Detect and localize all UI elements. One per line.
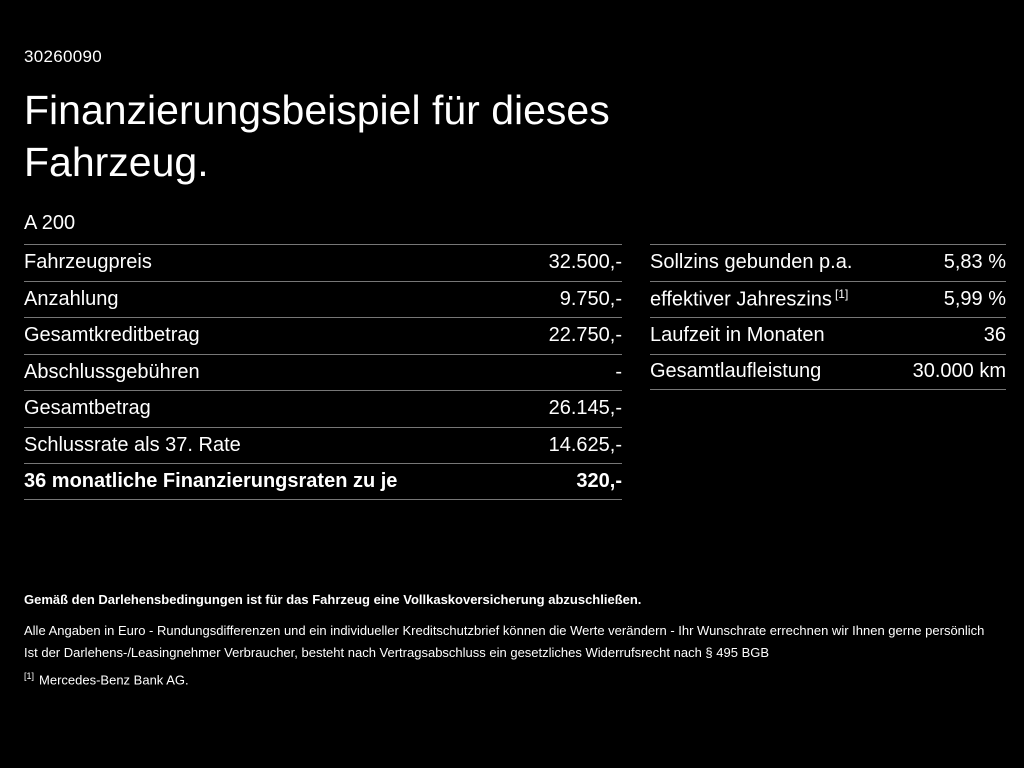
insurance-note: Gemäß den Darlehensbedingungen ist für d… (24, 592, 642, 607)
finance-tables: Fahrzeugpreis 32.500,- Anzahlung 9.750,-… (24, 244, 1006, 500)
row-label-text: effektiver Jahreszins (650, 288, 832, 311)
table-row: Schlussrate als 37. Rate 14.625,- (24, 426, 622, 464)
row-value: 26.145,- (548, 397, 622, 420)
row-value: 30.000 km (912, 360, 1006, 383)
table-row: Laufzeit in Monaten 36 (650, 317, 1006, 354)
row-value: 36 (983, 324, 1006, 347)
table-row: Sollzins gebunden p.a. 5,83 % (650, 244, 1006, 281)
row-label: Laufzeit in Monaten (650, 324, 825, 347)
table-row: effektiver Jahreszins [1] 5,99 % (650, 280, 1006, 318)
row-value: 320,- (576, 469, 622, 492)
row-label: effektiver Jahreszins [1] (650, 287, 848, 312)
row-value: 14.625,- (548, 433, 622, 456)
table-row: Gesamtbetrag 26.145,- (24, 390, 622, 427)
footnote-text: Mercedes-Benz Bank AG. (39, 672, 189, 688)
row-label: Gesamtbetrag (24, 397, 151, 420)
footnote-marker: [1] (24, 671, 35, 681)
table-row: Abschlussgebühren - (24, 353, 622, 391)
finance-table-left: Fahrzeugpreis 32.500,- Anzahlung 9.750,-… (24, 244, 622, 500)
row-label: Sollzins gebunden p.a. (650, 251, 853, 274)
table-row: Anzahlung 9.750,- (24, 280, 622, 318)
row-value: 32.500,- (548, 251, 622, 274)
row-label: Fahrzeugpreis (24, 251, 152, 274)
footnote: [1] Mercedes-Benz Bank AG. (24, 671, 1004, 687)
row-label: Gesamtkreditbetrag (24, 324, 200, 347)
row-label: Gesamtlaufleistung (650, 360, 822, 383)
row-label: Abschlussgebühren (24, 360, 200, 383)
footer: Gemäß den Darlehensbedingungen ist für d… (24, 592, 1004, 687)
table-row-monthly-rate: 36 monatliche Finanzierungsraten zu je 3… (24, 463, 622, 500)
table-row: Fahrzeugpreis 32.500,- (24, 244, 622, 281)
disclaimer-note: Ist der Darlehens-/Leasingnehmer Verbrau… (24, 645, 770, 660)
row-value: 5,99 % (943, 287, 1006, 310)
finance-table-right: Sollzins gebunden p.a. 5,83 % effektiver… (650, 244, 1006, 390)
row-value: 9.750,- (559, 287, 622, 310)
page-title: Finanzierungsbeispiel für dieses Fahrzeu… (24, 84, 610, 188)
row-value: 22.750,- (548, 324, 622, 347)
row-label: Anzahlung (24, 287, 119, 310)
model-name: A 200 (24, 212, 76, 234)
page-title-line2: Fahrzeug. (24, 139, 209, 185)
row-value: 5,83 % (943, 251, 1006, 274)
page-title-line1: Finanzierungsbeispiel für dieses (24, 87, 610, 133)
row-value: - (615, 360, 622, 383)
table-row: Gesamtkreditbetrag 22.750,- (24, 317, 622, 354)
page-id: 30260090 (24, 47, 103, 66)
footnote-ref: [1] (834, 286, 849, 301)
row-label: Schlussrate als 37. Rate (24, 433, 241, 456)
disclaimer-note: Alle Angaben in Euro - Rundungsdifferenz… (24, 623, 985, 638)
table-row: Gesamtlaufleistung 30.000 km (650, 353, 1006, 390)
row-label: 36 monatliche Finanzierungsraten zu je (24, 469, 398, 492)
